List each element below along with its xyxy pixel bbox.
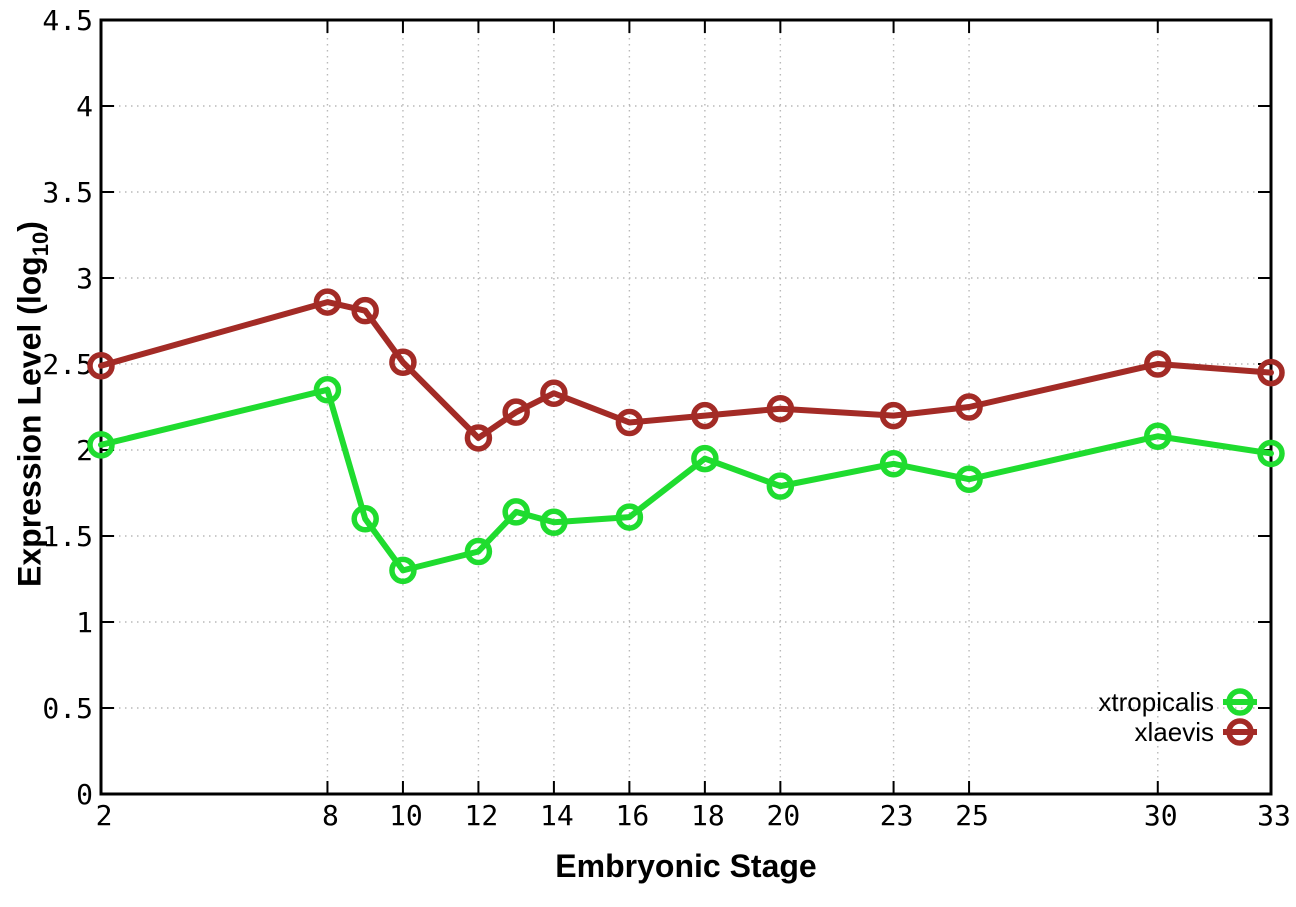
data-point-xtropicalis xyxy=(879,450,908,478)
data-point-xlaevis xyxy=(389,348,417,377)
y-tick-label: 2.5 xyxy=(42,348,93,381)
tick-marks xyxy=(100,19,1272,795)
data-point-xtropicalis xyxy=(766,472,795,500)
data-point-xtropicalis xyxy=(502,498,530,526)
x-axis-title: Embryonic Stage xyxy=(555,848,817,884)
y-axis-title-subscript: 10 xyxy=(27,231,53,257)
data-point-xlaevis xyxy=(313,288,342,316)
x-tick-label: 20 xyxy=(766,799,800,832)
x-tick-label: 10 xyxy=(389,799,423,832)
y-tick-label: 1 xyxy=(76,606,93,639)
legend-item-xtropicalis: xtropicalis xyxy=(1098,687,1257,717)
y-tick-label: 4 xyxy=(76,90,93,123)
legend-label-xtropicalis: xtropicalis xyxy=(1098,687,1214,717)
y-tick-label: 4.5 xyxy=(42,4,93,37)
x-tick-label: 8 xyxy=(322,799,339,832)
x-tick-label: 33 xyxy=(1257,799,1291,832)
x-tick-label: 2 xyxy=(96,799,113,832)
data-point-xtropicalis xyxy=(615,503,644,531)
x-tick-label: 25 xyxy=(955,799,989,832)
data-point-xtropicalis xyxy=(389,556,417,585)
data-point-xlaevis xyxy=(87,351,115,380)
x-tick-label: 30 xyxy=(1144,799,1178,832)
legend-marker-xtropicalis xyxy=(1226,688,1254,716)
y-tick-label: 3 xyxy=(76,262,93,295)
data-point-xlaevis xyxy=(766,394,795,423)
data-point-xlaevis xyxy=(540,379,568,407)
series-xlaevis xyxy=(87,288,1285,452)
gridlines xyxy=(100,20,1272,794)
legend-marker-xlaevis xyxy=(1226,718,1254,746)
data-point-xlaevis xyxy=(351,296,379,325)
data-point-xtropicalis xyxy=(540,508,568,536)
data-point-xlaevis xyxy=(615,408,644,437)
data-point-xtropicalis xyxy=(464,537,493,566)
data-point-xlaevis xyxy=(879,401,908,430)
y-tick-label: 0.5 xyxy=(42,692,93,725)
y-tick-label: 0 xyxy=(76,778,93,811)
data-point-xlaevis xyxy=(691,401,719,430)
series-line-xlaevis xyxy=(98,299,1274,441)
data-point-xtropicalis xyxy=(313,376,342,404)
data-point-xtropicalis xyxy=(691,444,719,473)
data-point-xtropicalis xyxy=(351,505,379,533)
x-tick-label: 16 xyxy=(616,799,650,832)
data-point-xtropicalis xyxy=(955,465,983,493)
legend-label-xlaevis: xlaevis xyxy=(1135,717,1214,747)
data-point-xtropicalis xyxy=(1144,422,1172,450)
data-point-xlaevis xyxy=(1257,358,1285,387)
x-tick-label: 23 xyxy=(880,799,914,832)
x-tick-label: 12 xyxy=(465,799,499,832)
y-tick-labels: 00.511.522.533.544.5 xyxy=(42,4,93,811)
data-point-xlaevis xyxy=(955,393,983,421)
series-xtropicalis xyxy=(87,376,1285,585)
data-point-xlaevis xyxy=(502,398,530,426)
x-tick-label: 18 xyxy=(691,799,725,832)
data-point-xtropicalis xyxy=(87,431,115,459)
y-axis-title-suffix: ) xyxy=(11,221,48,232)
y-tick-label: 3.5 xyxy=(42,176,93,209)
x-tick-labels: 2 8 10 12 14 16 18 20 23 25 30 33 xyxy=(96,799,1291,832)
data-point-xtropicalis xyxy=(1257,439,1285,468)
data-point-xlaevis xyxy=(464,424,493,452)
x-tick-label: 14 xyxy=(540,799,574,832)
y-axis-title: Expression Level (log10) xyxy=(11,221,53,587)
y-tick-label: 1.5 xyxy=(42,520,93,553)
data-point-xlaevis xyxy=(1144,350,1172,378)
legend-item-xlaevis: xlaevis xyxy=(1135,717,1257,747)
y-axis-title-text: Expression Level (log xyxy=(11,256,48,587)
plot-border xyxy=(99,18,1273,796)
